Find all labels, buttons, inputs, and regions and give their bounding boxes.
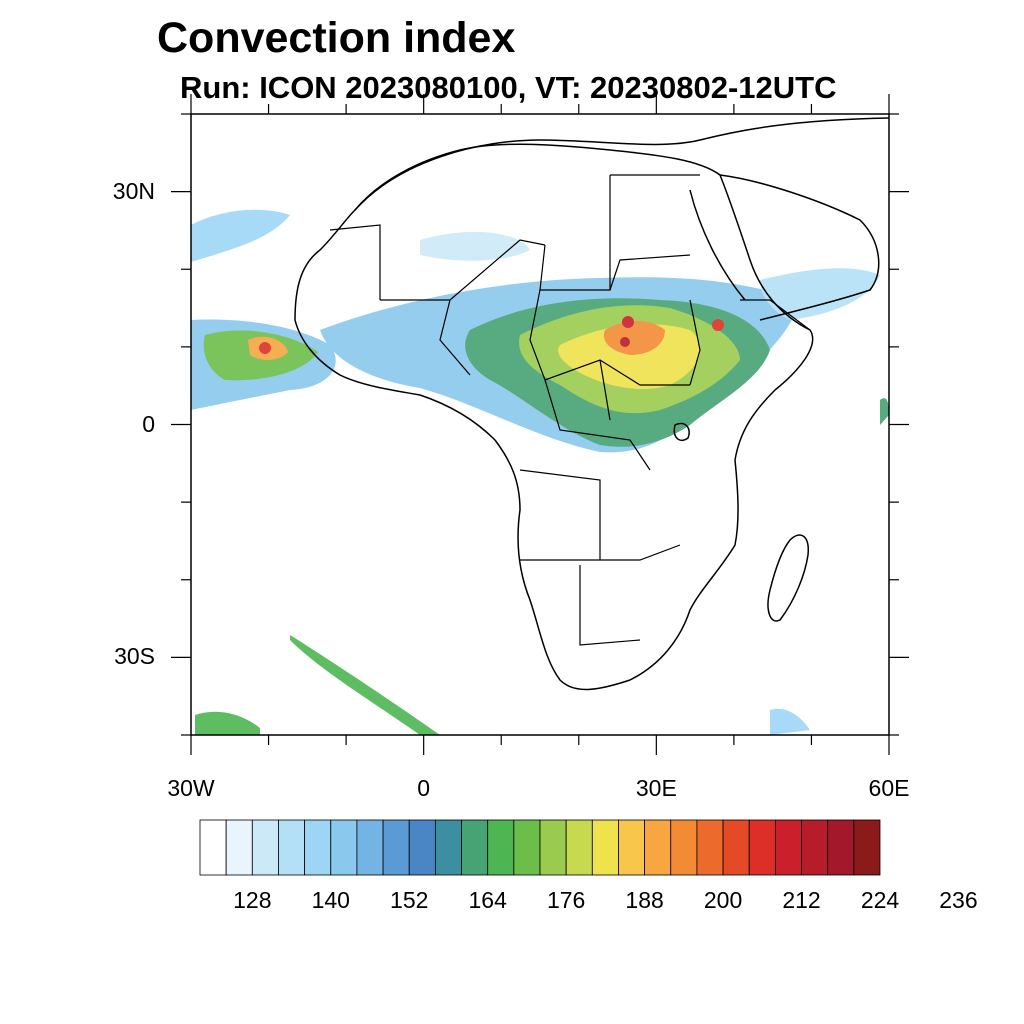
coastlines	[294, 117, 889, 691]
colorbar-boxes	[199, 819, 881, 876]
lat-label: 30S	[114, 643, 155, 670]
convection-area-southeast	[770, 708, 810, 735]
country-borders	[329, 174, 811, 646]
colorbar-label: 200	[703, 887, 743, 913]
colorbar-box	[827, 819, 855, 876]
colorbar-box	[670, 819, 698, 876]
colorbar-box	[591, 819, 619, 876]
lat-label: 0	[142, 410, 155, 437]
convection-peak-ethiopia	[712, 319, 724, 331]
colorbar-box	[487, 819, 515, 876]
colorbar-label: 224	[860, 887, 900, 913]
colorbar-box	[722, 819, 750, 876]
lon-label: 60E	[868, 775, 910, 801]
convection-area-sahara-north	[420, 231, 530, 261]
colorbar-box	[382, 819, 410, 876]
arabia-coast	[719, 174, 880, 321]
colorbar-box	[618, 819, 646, 876]
map-subtitle: Run: ICON 2023080100, VT: 20230802-12UTC	[180, 70, 837, 105]
colorbar-box	[251, 819, 279, 876]
colorbar-box	[565, 819, 593, 876]
colorbar-box	[434, 819, 462, 876]
axis-ticks	[171, 94, 909, 755]
africa-coastline	[294, 143, 814, 691]
convection-area-south-atlantic	[290, 635, 440, 735]
convection-area-inner	[558, 324, 701, 390]
convection-area-arabia	[760, 268, 880, 320]
colorbar-box	[539, 819, 567, 876]
convection-area-atlantic-north	[191, 209, 290, 262]
colorbar-box	[748, 819, 776, 876]
colorbar-box	[801, 819, 829, 876]
colorbar-label: 236	[939, 887, 978, 913]
colorbar-box	[356, 819, 384, 876]
colorbar-label: 164	[468, 887, 507, 913]
lon-label: 30E	[635, 775, 677, 801]
mediterranean-coast	[354, 117, 889, 211]
lon-label: 30W	[167, 775, 215, 801]
colorbar-label: 188	[625, 887, 664, 913]
colorbar-box	[513, 819, 541, 876]
convection-peak-east	[620, 337, 630, 347]
colorbar-label: 212	[782, 887, 821, 913]
convection-peak-atlantic	[259, 342, 271, 354]
convection-field	[191, 117, 889, 735]
convection-area-hot	[603, 321, 665, 355]
lat-label: 30N	[112, 177, 155, 204]
red-sea-coast	[689, 189, 746, 301]
colorbar-label: 152	[390, 887, 429, 913]
convection-area-east-edge	[880, 398, 889, 425]
map-title: Convection index	[157, 14, 516, 62]
colorbar-box	[408, 819, 436, 876]
colorbar-box	[774, 819, 802, 876]
colorbar-box	[225, 819, 253, 876]
lake-victoria	[673, 422, 690, 442]
colorbar-box	[461, 819, 489, 876]
colorbar-box	[278, 819, 306, 876]
colorbar-box	[304, 819, 332, 876]
colorbar-box	[330, 819, 358, 876]
colorbar-label: 140	[311, 887, 350, 913]
colorbar-box	[199, 819, 227, 876]
madagascar	[767, 534, 809, 622]
convection-peak-central	[622, 316, 634, 328]
colorbar-label: 128	[233, 887, 272, 913]
colorbar-box	[696, 819, 724, 876]
colorbar-label: 176	[546, 887, 586, 913]
convection-area-southwest	[195, 711, 260, 735]
colorbar-box	[644, 819, 672, 876]
lon-label: 0	[417, 775, 431, 801]
colorbar-box	[853, 819, 881, 876]
